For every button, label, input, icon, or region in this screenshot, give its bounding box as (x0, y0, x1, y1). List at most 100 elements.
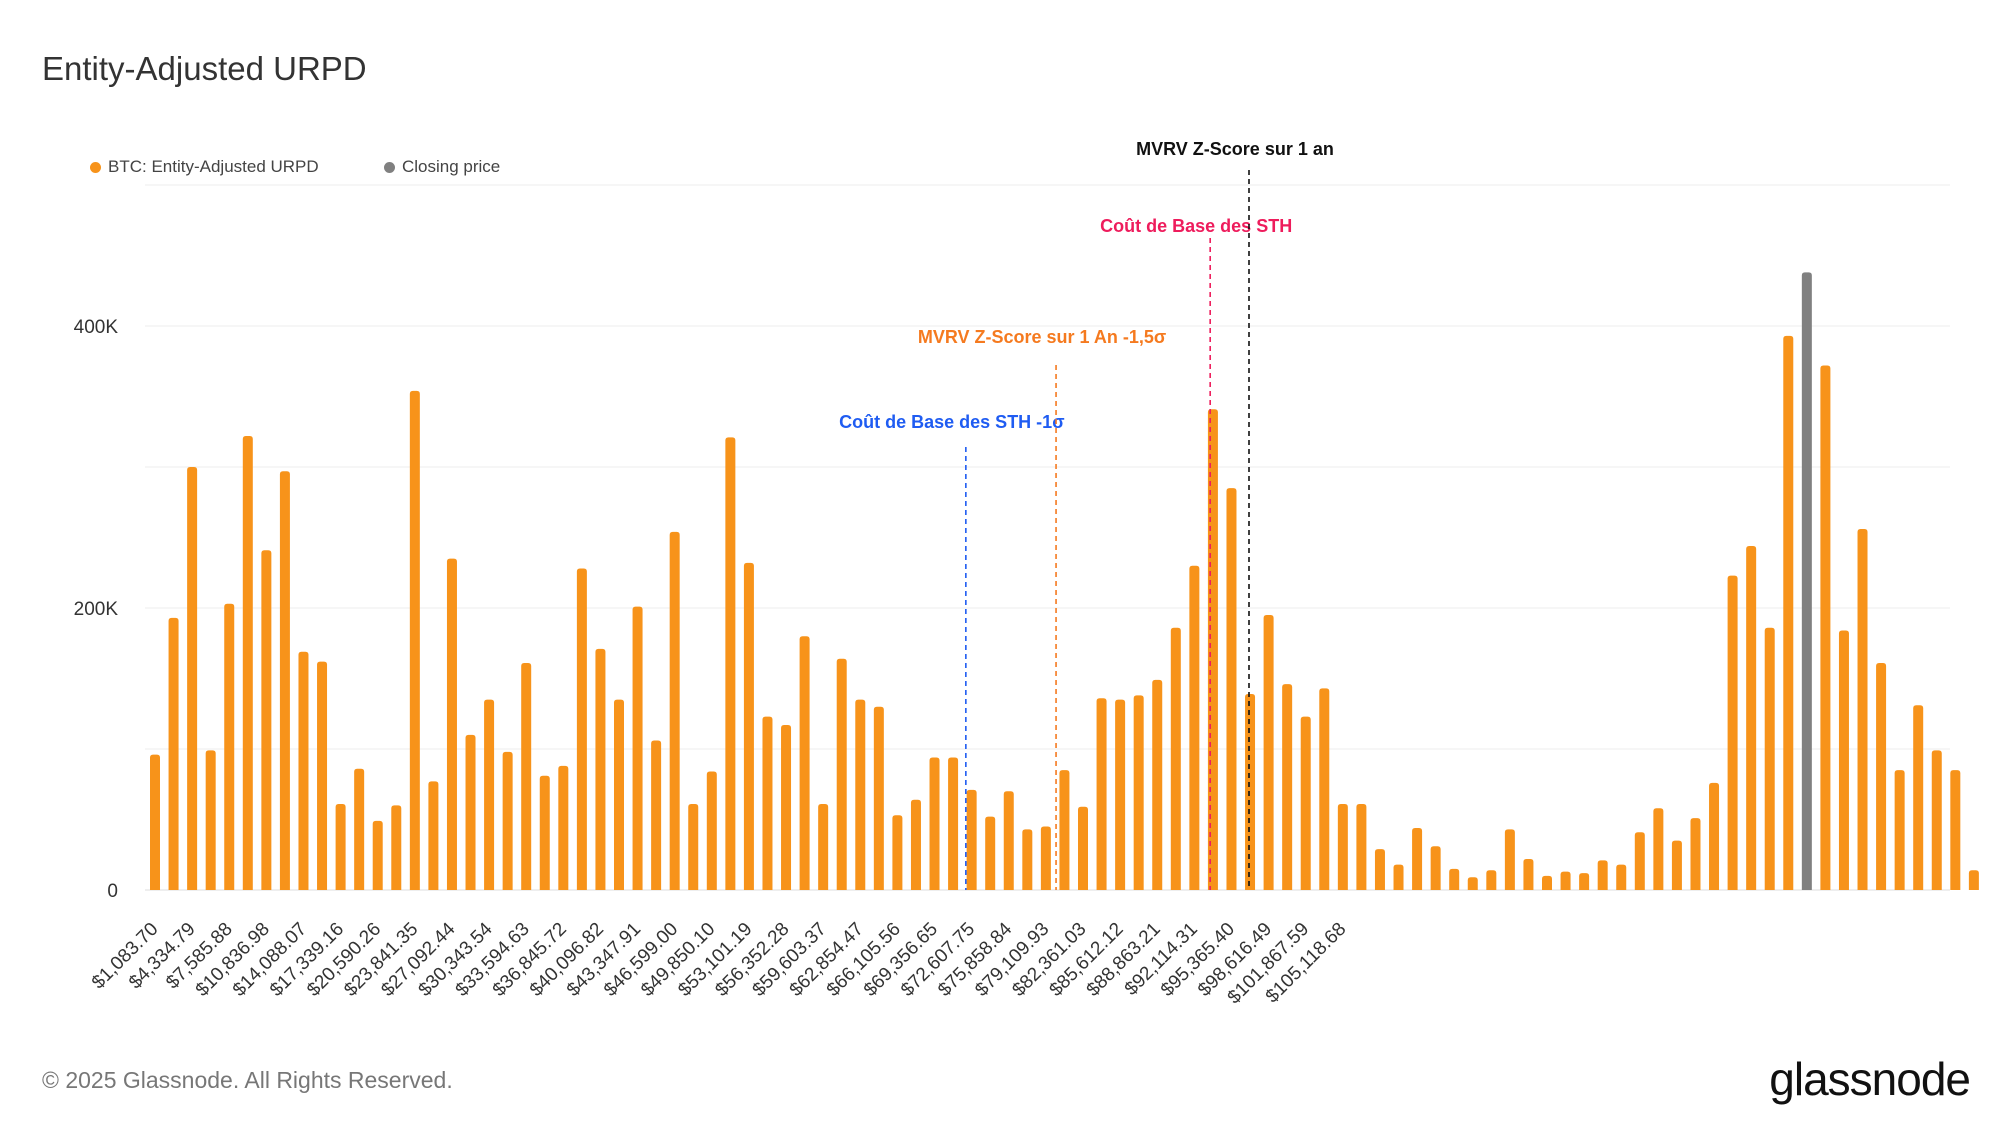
glassnode-logo: glassnode (1769, 1053, 1971, 1105)
urpd-bar (1820, 365, 1831, 891)
urpd-bar (743, 562, 754, 890)
urpd-bar (391, 805, 402, 890)
urpd-bar (669, 531, 680, 890)
urpd-bar (836, 658, 847, 890)
urpd-bar (651, 740, 662, 890)
urpd-bar (1653, 808, 1664, 890)
urpd-bar (1319, 688, 1330, 890)
legend-item-closing-price[interactable]: Closing price (384, 157, 500, 177)
annotation-label: MVRV Z-Score sur 1 An -1,5σ (918, 327, 1166, 347)
urpd-bar (1560, 871, 1571, 890)
urpd-bar (1950, 770, 1961, 890)
urpd-bar (1449, 868, 1460, 890)
urpd-bar (1727, 575, 1738, 890)
urpd-bar (1356, 803, 1367, 890)
urpd-bar (1634, 832, 1645, 890)
urpd-bar (1393, 864, 1404, 890)
urpd-bar (1133, 695, 1144, 890)
urpd-bar (1170, 627, 1181, 890)
urpd-bar (1876, 662, 1887, 890)
urpd-bar (799, 636, 810, 890)
urpd-bar (521, 662, 532, 890)
urpd-bar (187, 467, 198, 890)
urpd-bar (150, 754, 160, 890)
annotation-label: MVRV Z-Score sur 1 an (1136, 139, 1334, 159)
urpd-bar (1746, 545, 1757, 890)
urpd-bar (818, 803, 829, 890)
urpd-bar (465, 734, 476, 890)
urpd-bar (966, 789, 977, 890)
urpd-bar (298, 651, 309, 890)
urpd-bar (1931, 750, 1942, 890)
urpd-bar (632, 606, 643, 890)
chart-title: Entity-Adjusted URPD (42, 50, 367, 87)
urpd-bar (224, 603, 235, 890)
urpd-bar (1486, 870, 1497, 890)
urpd-bar (855, 699, 866, 890)
urpd-bar (1467, 877, 1478, 890)
annotation-label: Coût de Base des STH -1σ (839, 412, 1064, 432)
legend-dot-urpd (90, 161, 101, 173)
urpd-bar (484, 699, 495, 890)
urpd-bar (446, 558, 457, 890)
urpd-bar (1523, 858, 1534, 890)
urpd-bar (1245, 694, 1256, 890)
urpd-bar (279, 471, 290, 890)
urpd-bar (1430, 846, 1441, 890)
urpd-bar (502, 751, 513, 890)
urpd-bar (409, 390, 420, 890)
urpd-bar (910, 799, 921, 890)
legend-label-urpd: BTC: Entity-Adjusted URPD (108, 157, 319, 176)
urpd-bar (335, 803, 346, 890)
urpd-bar (1671, 840, 1682, 890)
urpd-bar (1542, 875, 1552, 890)
copyright-footer: © 2025 Glassnode. All Rights Reserved. (42, 1067, 453, 1093)
urpd-bar (1040, 826, 1051, 890)
urpd-bar (706, 771, 717, 890)
urpd-bar (688, 803, 699, 890)
urpd-bar (873, 706, 884, 890)
y-tick-label: 0 (107, 881, 118, 902)
urpd-bar (539, 775, 550, 890)
urpd-bar (1022, 829, 1033, 890)
urpd-bar (1504, 829, 1515, 890)
urpd-bar (205, 750, 216, 890)
urpd-bar (1337, 803, 1348, 890)
urpd-bar (1078, 806, 1088, 890)
legend-item-urpd[interactable]: BTC: Entity-Adjusted URPD (90, 157, 319, 177)
urpd-bar (372, 820, 383, 890)
urpd-bar (1690, 818, 1701, 890)
urpd-bar (1857, 529, 1868, 890)
urpd-bar (354, 768, 365, 890)
urpd-bar (1968, 870, 1979, 890)
urpd-bar (1096, 698, 1107, 890)
annotation-label: Coût de Base des STH (1100, 216, 1292, 236)
urpd-bar (1894, 770, 1905, 890)
urpd-bar (168, 617, 179, 890)
urpd-bar (1115, 699, 1126, 890)
urpd-bar (428, 781, 439, 890)
urpd-bar (1003, 791, 1014, 890)
urpd-bar (929, 757, 940, 890)
urpd-bar (1616, 864, 1627, 890)
urpd-bar (1263, 615, 1274, 890)
legend-label-closing-price: Closing price (402, 157, 501, 176)
urpd-bar (1579, 873, 1590, 890)
urpd-bar (781, 725, 792, 890)
urpd-bar (985, 816, 996, 890)
legend-dot-closing-price (384, 161, 395, 173)
urpd-bar (1764, 627, 1775, 890)
urpd-bar (1838, 630, 1849, 890)
urpd-bar (558, 765, 569, 890)
urpd-bar (1282, 684, 1293, 890)
urpd-bar (1059, 770, 1070, 890)
urpd-bar (1226, 488, 1237, 890)
urpd-bar (948, 757, 959, 890)
urpd-bar (762, 716, 773, 890)
urpd-bar (614, 699, 624, 890)
urpd-bar (317, 661, 328, 890)
urpd-bar (242, 435, 253, 890)
urpd-bar (576, 568, 587, 890)
urpd-bar (1412, 827, 1423, 890)
